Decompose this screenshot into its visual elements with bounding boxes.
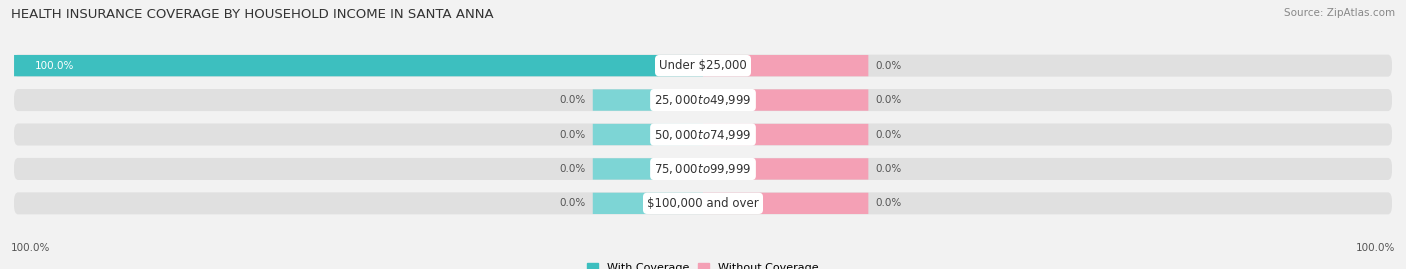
Text: Source: ZipAtlas.com: Source: ZipAtlas.com [1284, 8, 1395, 18]
FancyBboxPatch shape [593, 89, 703, 111]
Text: 0.0%: 0.0% [876, 164, 901, 174]
Text: Under $25,000: Under $25,000 [659, 59, 747, 72]
FancyBboxPatch shape [593, 158, 703, 180]
Text: 0.0%: 0.0% [560, 95, 586, 105]
Legend: With Coverage, Without Coverage: With Coverage, Without Coverage [585, 260, 821, 269]
Text: 100.0%: 100.0% [1355, 243, 1395, 253]
Text: 100.0%: 100.0% [35, 61, 75, 71]
FancyBboxPatch shape [14, 192, 1392, 214]
Text: 0.0%: 0.0% [876, 61, 901, 71]
FancyBboxPatch shape [14, 55, 1392, 77]
Text: 100.0%: 100.0% [11, 243, 51, 253]
Text: 0.0%: 0.0% [560, 129, 586, 140]
FancyBboxPatch shape [14, 158, 1392, 180]
Text: 0.0%: 0.0% [876, 95, 901, 105]
FancyBboxPatch shape [14, 123, 1392, 146]
Text: $75,000 to $99,999: $75,000 to $99,999 [654, 162, 752, 176]
Text: $25,000 to $49,999: $25,000 to $49,999 [654, 93, 752, 107]
FancyBboxPatch shape [593, 193, 703, 214]
FancyBboxPatch shape [703, 158, 869, 180]
Text: 0.0%: 0.0% [876, 129, 901, 140]
FancyBboxPatch shape [703, 55, 869, 76]
FancyBboxPatch shape [14, 55, 703, 76]
Text: 0.0%: 0.0% [560, 164, 586, 174]
FancyBboxPatch shape [593, 124, 703, 145]
FancyBboxPatch shape [703, 193, 869, 214]
Text: $100,000 and over: $100,000 and over [647, 197, 759, 210]
FancyBboxPatch shape [14, 89, 1392, 111]
FancyBboxPatch shape [703, 124, 869, 145]
Text: HEALTH INSURANCE COVERAGE BY HOUSEHOLD INCOME IN SANTA ANNA: HEALTH INSURANCE COVERAGE BY HOUSEHOLD I… [11, 8, 494, 21]
Text: 0.0%: 0.0% [560, 198, 586, 208]
Text: 0.0%: 0.0% [876, 198, 901, 208]
FancyBboxPatch shape [703, 89, 869, 111]
Text: $50,000 to $74,999: $50,000 to $74,999 [654, 128, 752, 141]
